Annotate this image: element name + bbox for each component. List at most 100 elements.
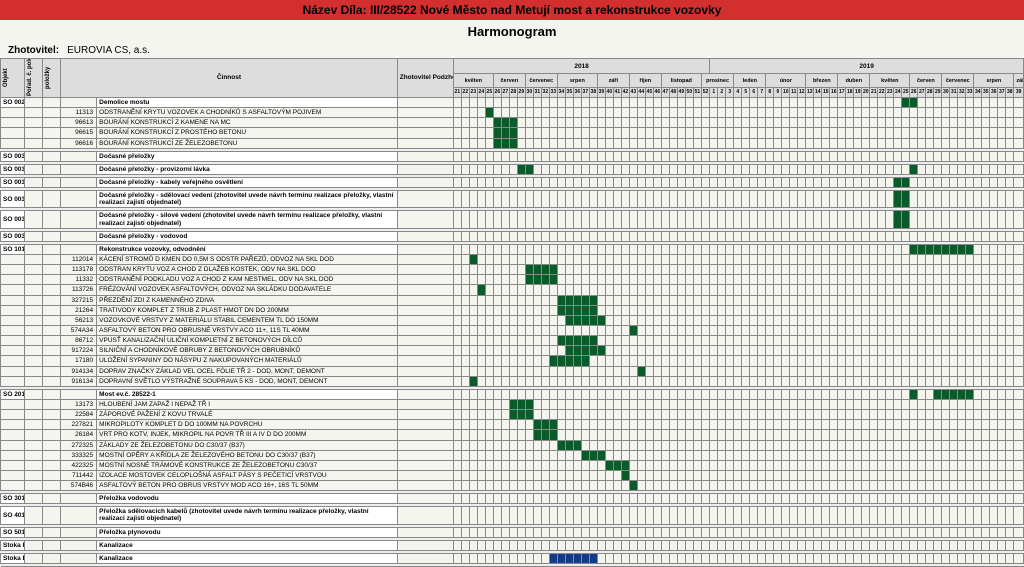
week-number: 26: [493, 88, 501, 98]
gantt-cell: [950, 285, 958, 295]
gantt-cell: [477, 211, 485, 228]
activity-row: 11332ODSTRANĚNÍ PODKLADU VOZ A CHOD Z KA…: [1, 275, 1024, 285]
gantt-cell: [790, 211, 798, 228]
gantt-cell: [982, 527, 990, 537]
gantt-cell: [653, 295, 661, 305]
gantt-cell: [862, 285, 870, 295]
gantt-cell: [742, 151, 750, 161]
gantt-cell: [637, 98, 645, 108]
gantt-cell: [814, 244, 822, 254]
gantt-cell: [958, 231, 966, 241]
gantt-cell: [886, 366, 894, 376]
gantt-cell: [710, 420, 718, 430]
gantt-cell: [790, 527, 798, 537]
gantt-cell: [605, 325, 613, 335]
month-header: květen: [453, 74, 493, 88]
gantt-cell: [597, 507, 605, 524]
gantt-cell: [910, 191, 918, 208]
gantt-cell: [453, 265, 461, 275]
gantt-cell: [710, 356, 718, 366]
gantt-cell: [782, 118, 790, 128]
gantt-cell: [750, 346, 758, 356]
gantt-cell: [918, 177, 926, 187]
gantt-cell: [998, 346, 1006, 356]
gantt-cell: [453, 244, 461, 254]
gantt-cell: [485, 553, 493, 563]
gantt-cell: [942, 118, 950, 128]
gantt-cell: [1014, 151, 1024, 161]
year-2: 2019: [710, 59, 1024, 74]
gantt-cell: [822, 389, 830, 399]
gantt-cell: [461, 128, 469, 138]
gantt-cell: [950, 420, 958, 430]
gantt-cell: [605, 151, 613, 161]
gantt-cell: [461, 494, 469, 504]
gantt-cell: [557, 138, 565, 148]
gantt-cell: [982, 98, 990, 108]
gantt-cell: [758, 389, 766, 399]
gantt-cell: [677, 295, 685, 305]
gantt-cell: [854, 389, 862, 399]
gantt-cell: [934, 177, 942, 187]
gantt-cell: [677, 420, 685, 430]
gantt-cell: [669, 118, 677, 128]
gantt-cell: [966, 376, 974, 386]
gantt-cell: [621, 138, 629, 148]
gantt-cell: [798, 295, 806, 305]
gantt-cell: [958, 356, 966, 366]
gantt-cell: [830, 507, 838, 524]
gantt-cell: [605, 336, 613, 346]
gantt-cell: [605, 138, 613, 148]
gantt-cell: [477, 151, 485, 161]
gantt-cell: [726, 98, 734, 108]
gantt-cell: [798, 440, 806, 450]
gantt-cell: [581, 265, 589, 275]
gantt-cell: [782, 191, 790, 208]
gantt-cell: [782, 376, 790, 386]
gantt-cell: [886, 450, 894, 460]
gantt-cell: [581, 305, 589, 315]
gantt-cell: [758, 410, 766, 420]
gantt-cell: [774, 118, 782, 128]
gantt-cell: [677, 231, 685, 241]
gantt-cell: [950, 108, 958, 118]
gantt-cell: [774, 231, 782, 241]
gantt-cell: [862, 108, 870, 118]
gantt-cell: [541, 440, 549, 450]
gantt-cell: [685, 346, 693, 356]
gantt-cell: [782, 440, 790, 450]
gantt-cell: [838, 325, 846, 335]
gantt-cell: [485, 191, 493, 208]
gantt-cell: [918, 191, 926, 208]
gantt-cell: [814, 265, 822, 275]
gantt-cell: [878, 481, 886, 491]
gantt-cell: [677, 527, 685, 537]
gantt-cell: [469, 460, 477, 470]
gantt-cell: [982, 460, 990, 470]
gantt-cell: [726, 138, 734, 148]
gantt-cell: [469, 295, 477, 305]
gantt-cell: [581, 191, 589, 208]
gantt-cell: [998, 191, 1006, 208]
gantt-cell: [918, 128, 926, 138]
gantt-cell: [822, 177, 830, 187]
gantt-cell: [701, 305, 709, 315]
gantt-cell: [718, 138, 726, 148]
gantt-cell: [774, 305, 782, 315]
gantt-cell: [525, 527, 533, 537]
gantt-cell: [493, 420, 501, 430]
gantt-cell: [750, 481, 758, 491]
gantt-cell: [653, 191, 661, 208]
gantt-cell: [605, 440, 613, 450]
gantt-cell: [533, 295, 541, 305]
gantt-cell: [942, 265, 950, 275]
gantt-cell: [750, 138, 758, 148]
gantt-cell: [830, 98, 838, 108]
gantt-cell: [774, 211, 782, 228]
gantt-cell: [677, 336, 685, 346]
gantt-cell: [477, 356, 485, 366]
gantt-cell: [854, 336, 862, 346]
gantt-cell: [814, 420, 822, 430]
gantt-cell: [525, 325, 533, 335]
gantt-cell: [814, 460, 822, 470]
